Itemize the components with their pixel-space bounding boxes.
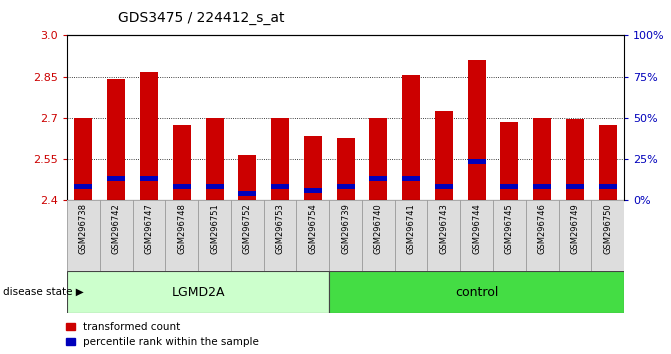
Bar (304, 188, 322, 193)
Bar (599, 125, 617, 200)
Bar (172, 184, 191, 189)
Text: control: control (455, 286, 499, 298)
Text: GSM296749: GSM296749 (570, 203, 579, 253)
Bar (74, 118, 93, 200)
Text: GSM296752: GSM296752 (243, 203, 252, 253)
Bar (468, 60, 486, 200)
Bar (329, 200, 362, 271)
Bar (435, 184, 453, 189)
Bar (297, 200, 329, 271)
Bar (238, 155, 256, 200)
Bar (172, 125, 191, 200)
Text: LGMD2A: LGMD2A (171, 286, 225, 298)
Text: GSM296746: GSM296746 (537, 203, 547, 254)
Bar (238, 191, 256, 196)
Legend: transformed count, percentile rank within the sample: transformed count, percentile rank withi… (66, 322, 259, 347)
Bar (566, 119, 584, 200)
Text: GSM296738: GSM296738 (79, 203, 88, 254)
Bar (362, 200, 395, 271)
Bar (107, 176, 125, 181)
Text: GSM296743: GSM296743 (440, 203, 448, 254)
Text: GSM296747: GSM296747 (144, 203, 154, 254)
Bar (205, 184, 223, 189)
Bar (329, 271, 624, 313)
Text: GSM296744: GSM296744 (472, 203, 481, 253)
Bar (402, 75, 420, 200)
Bar (271, 118, 289, 200)
Bar (501, 184, 519, 189)
Bar (198, 200, 231, 271)
Bar (558, 200, 591, 271)
Bar (67, 271, 329, 313)
Text: GSM296740: GSM296740 (374, 203, 383, 253)
Text: GSM296745: GSM296745 (505, 203, 514, 253)
Text: disease state ▶: disease state ▶ (3, 287, 84, 297)
Text: GSM296751: GSM296751 (210, 203, 219, 253)
Bar (566, 184, 584, 189)
Bar (337, 184, 354, 189)
Text: GSM296748: GSM296748 (177, 203, 187, 254)
Bar (264, 200, 297, 271)
Text: GSM296754: GSM296754 (308, 203, 317, 253)
Bar (140, 176, 158, 181)
Bar (67, 200, 100, 271)
Bar (205, 118, 223, 200)
Text: GSM296742: GSM296742 (112, 203, 121, 253)
Bar (165, 200, 198, 271)
Bar (107, 79, 125, 200)
Bar (599, 184, 617, 189)
Bar (533, 184, 551, 189)
Bar (395, 200, 427, 271)
Bar (231, 200, 264, 271)
Bar (337, 138, 354, 200)
Bar (369, 176, 387, 181)
Bar (304, 136, 322, 200)
Bar (533, 118, 551, 200)
Bar (460, 200, 493, 271)
Text: GSM296753: GSM296753 (276, 203, 285, 254)
Bar (402, 176, 420, 181)
Bar (427, 200, 460, 271)
Text: GSM296739: GSM296739 (341, 203, 350, 254)
Bar (591, 200, 624, 271)
Bar (493, 200, 526, 271)
Bar (100, 200, 133, 271)
Text: GSM296750: GSM296750 (603, 203, 612, 253)
Bar (271, 184, 289, 189)
Text: GDS3475 / 224412_s_at: GDS3475 / 224412_s_at (118, 11, 285, 25)
Bar (526, 200, 558, 271)
Bar (369, 118, 387, 200)
Bar (133, 200, 165, 271)
Bar (468, 159, 486, 164)
Text: GSM296741: GSM296741 (407, 203, 415, 253)
Bar (74, 184, 93, 189)
Bar (501, 122, 519, 200)
Bar (140, 73, 158, 200)
Bar (435, 111, 453, 200)
